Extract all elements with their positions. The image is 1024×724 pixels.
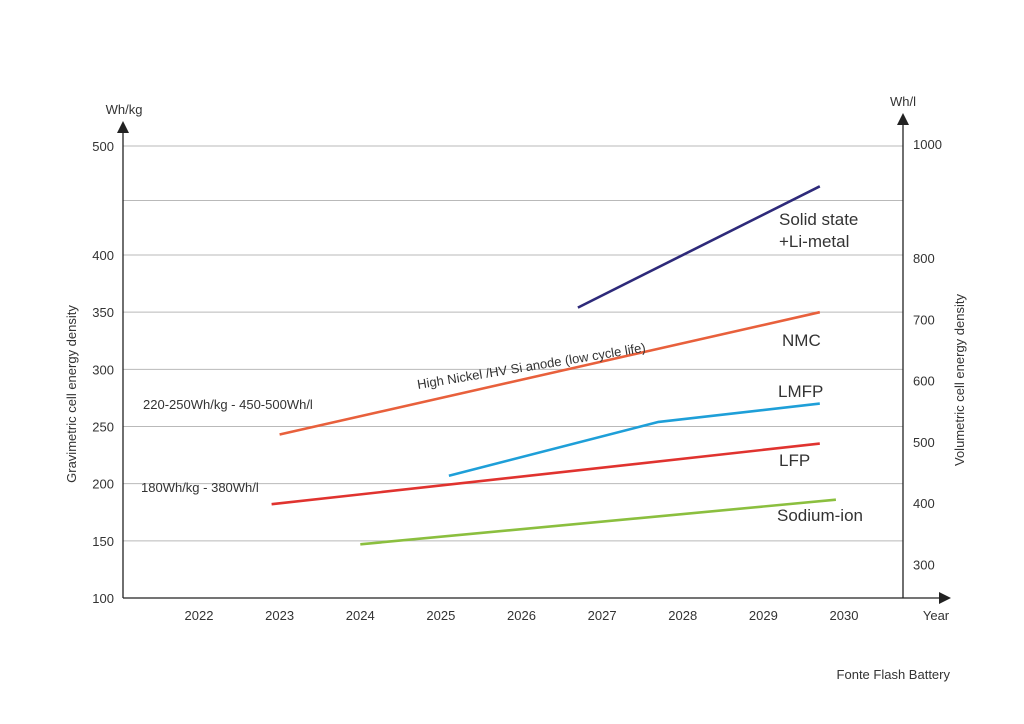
x-tick-label: 2029 bbox=[749, 608, 778, 623]
series-label-lfp: LFP bbox=[779, 451, 810, 470]
left-tick-label: 300 bbox=[92, 362, 114, 377]
left-tick-label: 250 bbox=[92, 420, 114, 435]
x-tick-label: 2030 bbox=[830, 608, 859, 623]
series-line-solid-state bbox=[577, 185, 821, 309]
series-label-lmfp: LMFP bbox=[778, 382, 823, 401]
source-credit: Fonte Flash Battery bbox=[837, 667, 951, 682]
left-axis-title: Gravimetric cell energy density bbox=[64, 305, 79, 483]
right-axis-arrow bbox=[897, 113, 909, 125]
left-tick-label: 200 bbox=[92, 477, 114, 492]
x-axis-ticks: 2022 2023 2024 2025 2026 2027 2028 2029 2030 bbox=[185, 608, 859, 623]
right-tick-label: 800 bbox=[913, 251, 935, 266]
left-tick-label: 500 bbox=[92, 139, 114, 154]
series-lines bbox=[271, 185, 837, 546]
x-tick-label: 2023 bbox=[265, 608, 294, 623]
x-tick-label: 2025 bbox=[426, 608, 455, 623]
left-tick-label: 400 bbox=[92, 248, 114, 263]
right-tick-label: 500 bbox=[913, 435, 935, 450]
left-axis-unit: Wh/kg bbox=[106, 102, 143, 117]
annotation-high-nickel: High Nickel /HV Si anode (low cycle life… bbox=[416, 340, 647, 392]
series-label-nmc: NMC bbox=[782, 331, 821, 350]
left-axis-ticks: 100 150 200 250 300 350 400 500 bbox=[92, 139, 114, 606]
right-axis-title: Volumetric cell energy density bbox=[952, 294, 967, 466]
series-line-sodium-ion bbox=[360, 498, 837, 546]
series-line-nmc bbox=[279, 310, 821, 436]
x-axis-title: Year bbox=[923, 608, 950, 623]
right-tick-label: 400 bbox=[913, 496, 935, 511]
annotation-lfp-range: 180Wh/kg - 380Wh/l bbox=[141, 480, 259, 495]
x-tick-label: 2024 bbox=[346, 608, 375, 623]
annotation-nmc-range: 220-250Wh/kg - 450-500Wh/l bbox=[143, 397, 313, 412]
right-axis-ticks: 300 400 500 600 700 800 1000 bbox=[913, 137, 942, 572]
series-line-lmfp bbox=[448, 402, 820, 477]
x-tick-label: 2028 bbox=[668, 608, 697, 623]
left-axis-arrow bbox=[117, 121, 129, 133]
series-label-sodium-ion: Sodium-ion bbox=[777, 506, 863, 525]
right-tick-label: 700 bbox=[913, 312, 935, 327]
right-tick-label: 300 bbox=[913, 557, 935, 572]
series-line-lfp bbox=[271, 442, 820, 506]
series-label-solid-state-line2: +Li-metal bbox=[779, 232, 849, 251]
left-tick-label: 350 bbox=[92, 305, 114, 320]
series-label-solid-state: Solid state bbox=[779, 210, 858, 229]
left-tick-label: 100 bbox=[92, 591, 114, 606]
x-tick-label: 2026 bbox=[507, 608, 536, 623]
x-tick-label: 2027 bbox=[588, 608, 617, 623]
x-axis-arrow bbox=[939, 592, 951, 604]
gridlines bbox=[123, 145, 903, 542]
left-tick-label: 150 bbox=[92, 534, 114, 549]
right-axis-unit: Wh/l bbox=[890, 94, 916, 109]
x-tick-label: 2022 bbox=[185, 608, 214, 623]
axes bbox=[117, 113, 951, 604]
right-tick-label: 600 bbox=[913, 374, 935, 389]
right-tick-label: 1000 bbox=[913, 137, 942, 152]
